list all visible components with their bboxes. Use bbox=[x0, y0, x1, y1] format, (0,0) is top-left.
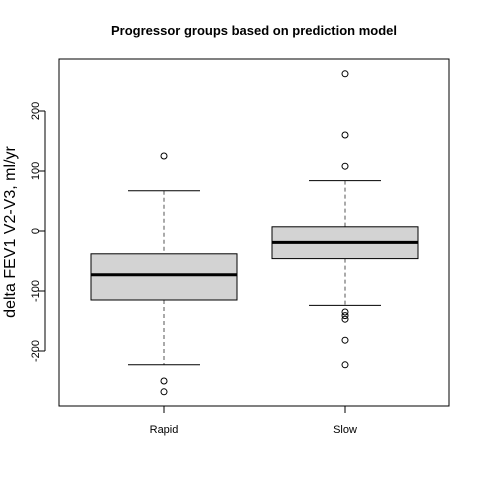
outlier-point bbox=[341, 315, 349, 323]
outlier-point bbox=[341, 336, 349, 344]
outlier-point bbox=[160, 377, 168, 385]
outlier-point bbox=[341, 308, 349, 316]
outlier-point bbox=[341, 131, 349, 139]
y-tick-label: 100 bbox=[30, 162, 42, 180]
y-tick-label: -100 bbox=[30, 280, 42, 302]
box-group-slow bbox=[271, 70, 419, 369]
x-tick-label-rapid: Rapid bbox=[150, 424, 179, 436]
outlier-point bbox=[341, 361, 349, 369]
box-group-rapid bbox=[90, 152, 238, 396]
outlier-point bbox=[160, 152, 168, 160]
box bbox=[90, 253, 238, 301]
x-axis: Rapid Slow bbox=[150, 406, 357, 436]
y-axis-label: delta FEV1 V2-V3, ml/yr bbox=[2, 146, 19, 318]
x-tick-label-slow: Slow bbox=[333, 424, 357, 436]
y-axis: -200 -100 0 100 200 bbox=[30, 102, 46, 362]
outlier-point bbox=[341, 70, 349, 78]
outlier-point bbox=[341, 162, 349, 170]
y-tick-label: 200 bbox=[30, 102, 42, 120]
plot-frame bbox=[58, 58, 450, 407]
y-tick-label: 0 bbox=[30, 228, 42, 234]
boxes bbox=[90, 70, 419, 396]
chart-title: Progressor groups based on prediction mo… bbox=[111, 23, 397, 38]
y-tick-label: -200 bbox=[30, 340, 42, 362]
outlier-point bbox=[160, 388, 168, 396]
outlier-point bbox=[341, 312, 349, 320]
